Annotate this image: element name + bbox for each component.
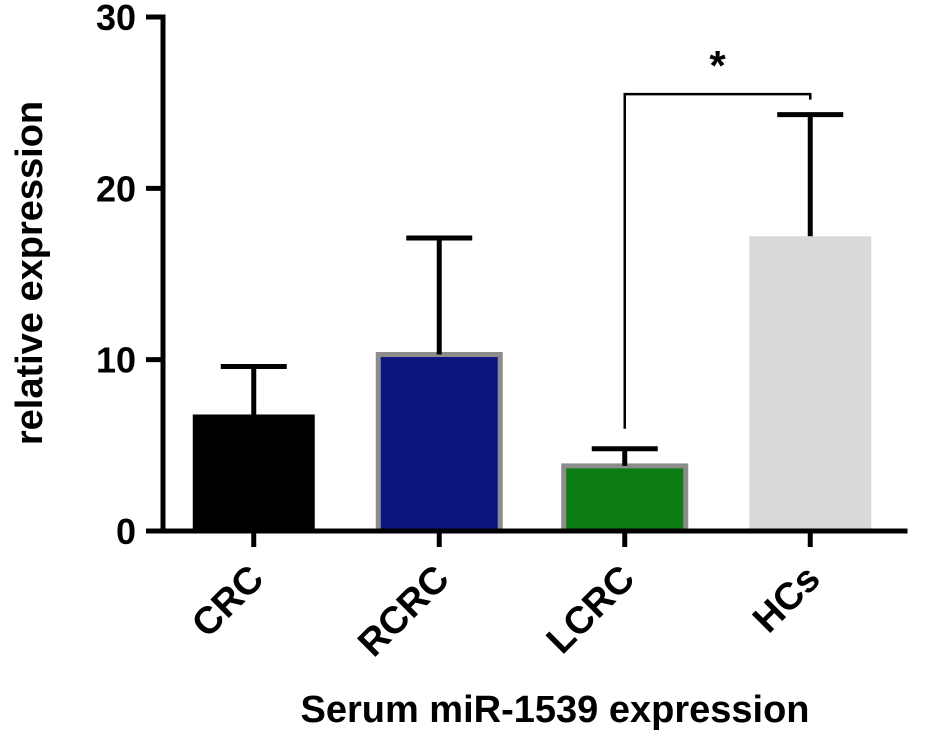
y-tick-label-10: 10: [96, 340, 136, 381]
significance-bracket: [623, 92, 812, 429]
bar-crc: [192, 414, 315, 531]
y-ticks-group: 0 10 20 30: [96, 0, 163, 552]
y-tick-label-20: 20: [96, 168, 136, 209]
x-tick-label-hcs: HCs: [745, 558, 828, 641]
bar-lcrc: [561, 463, 689, 534]
annotations-group: *: [623, 42, 812, 429]
significance-label: *: [709, 42, 726, 89]
x-tick-label-rcrc: RCRC: [350, 558, 457, 665]
y-tick-label-30: 30: [96, 0, 136, 38]
x-tick-label-lcrc: LCRC: [539, 558, 643, 662]
error-bars-group: [220, 112, 844, 466]
y-axis-title: relative expression: [9, 101, 51, 445]
axes-group: [160, 14, 908, 534]
bar-rcrc: [375, 352, 503, 534]
y-tick-label-0: 0: [116, 511, 136, 552]
bar-hcs: [749, 236, 872, 531]
bars-group: [192, 236, 872, 534]
x-tick-label-crc: CRC: [184, 558, 272, 646]
x-axis-title: Serum miR-1539 expression: [300, 689, 809, 731]
x-ticks-group: CRC RCRC LCRC HCs: [184, 531, 829, 665]
